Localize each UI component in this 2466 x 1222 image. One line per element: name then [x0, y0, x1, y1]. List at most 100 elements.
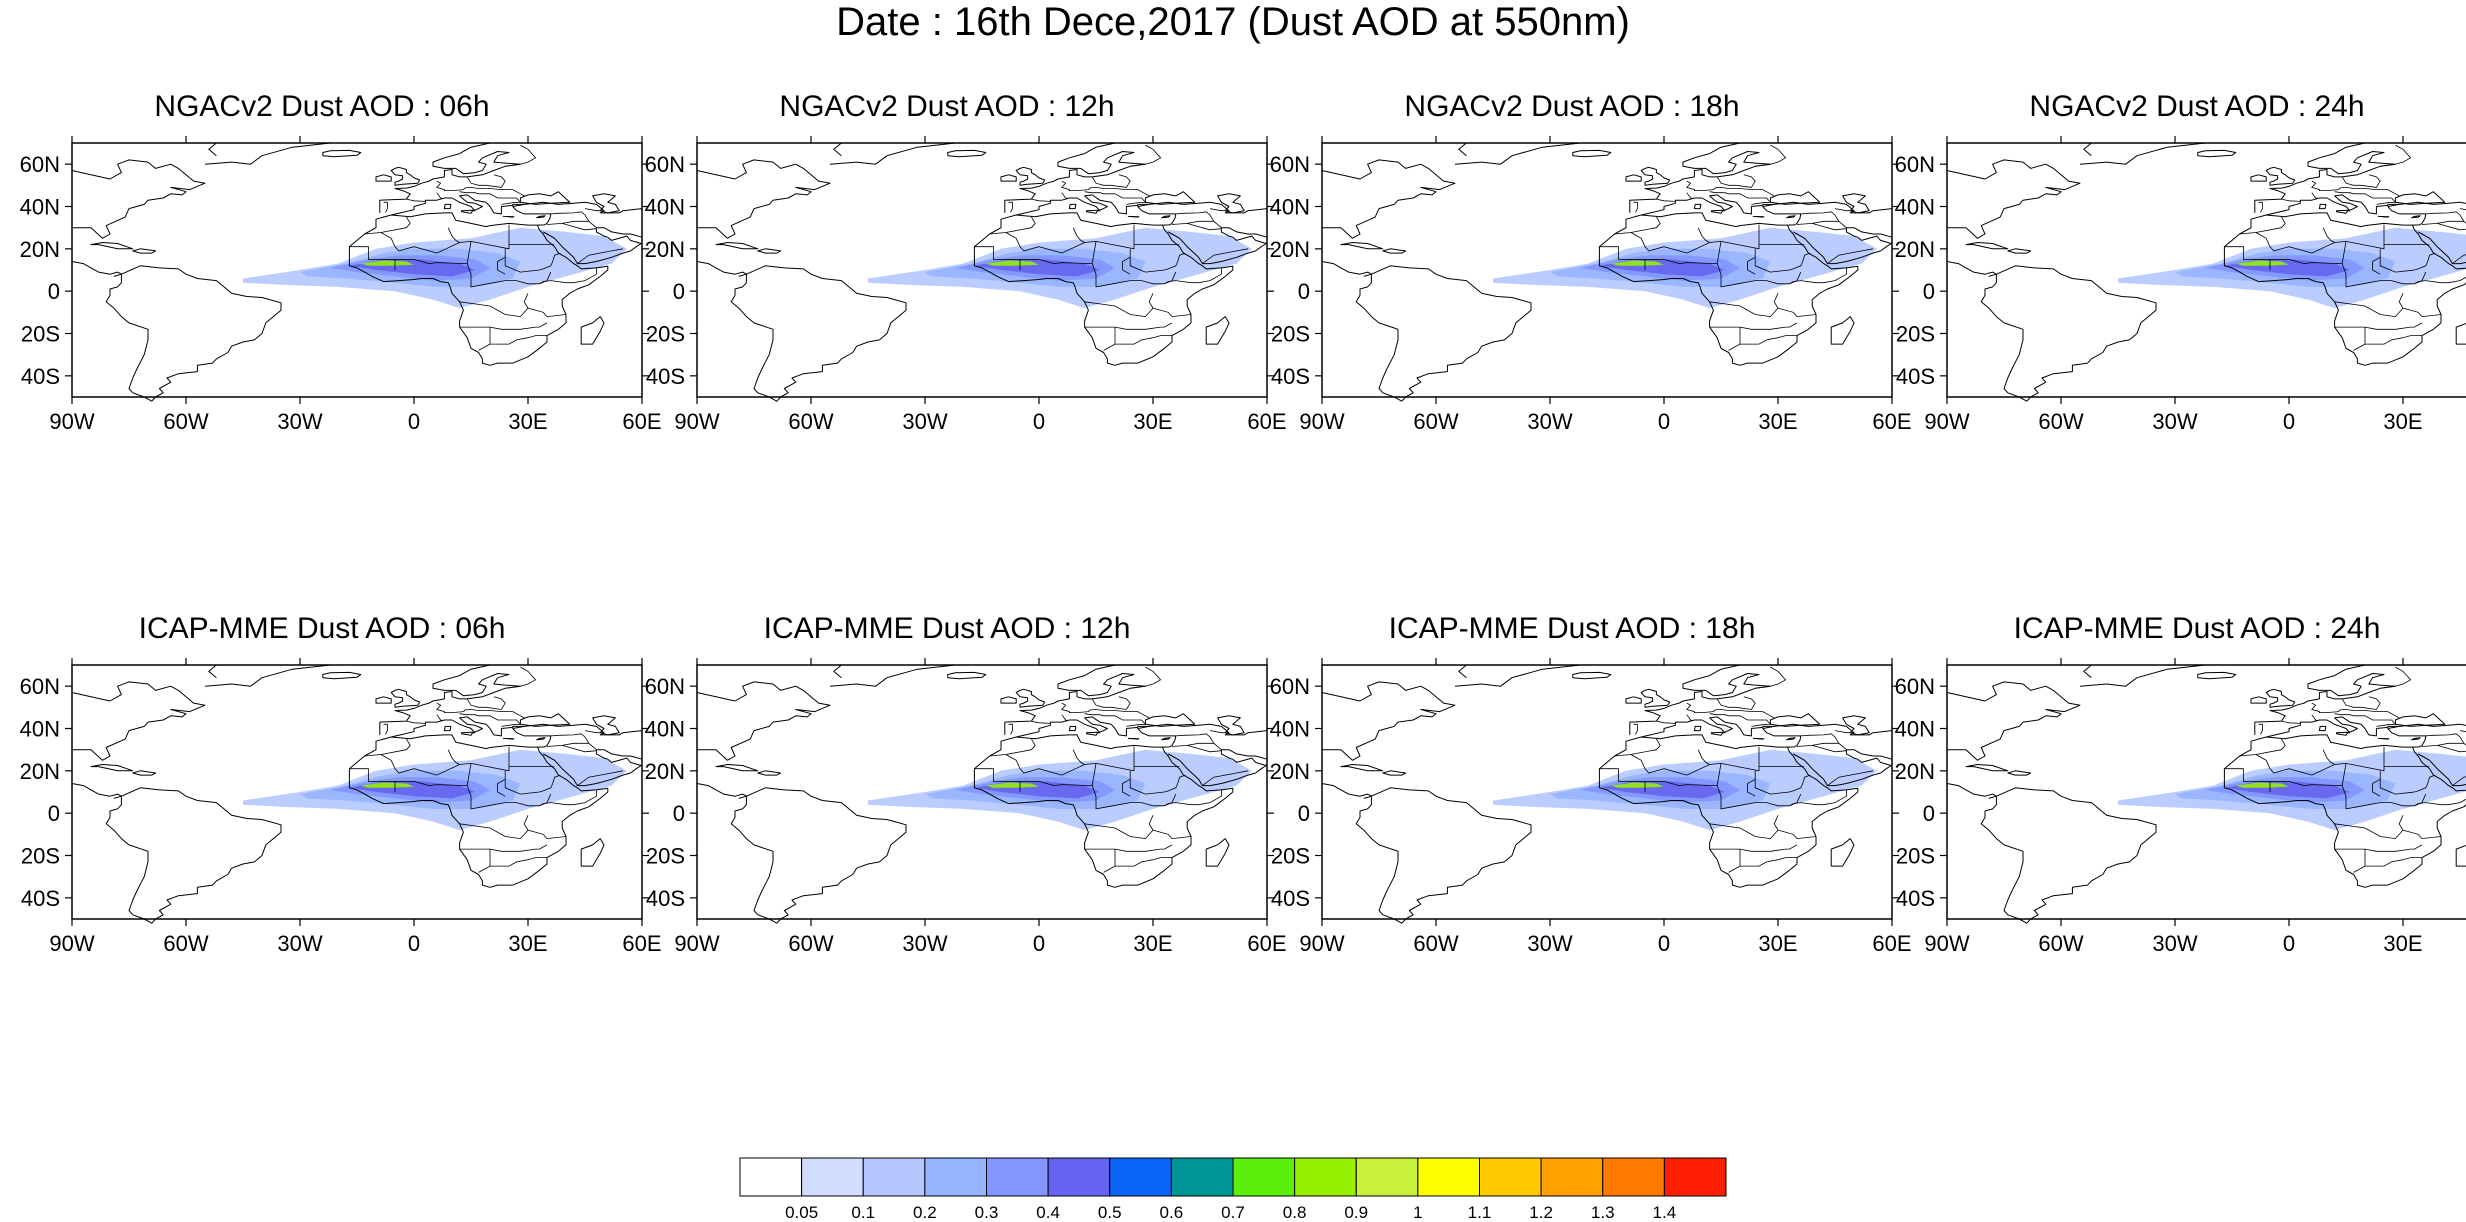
- lat-tick-label: 20N: [20, 237, 60, 262]
- country-border: [550, 733, 590, 744]
- coastline-hispaniola: [2007, 248, 2032, 254]
- coastline-cyprus: [2411, 737, 2421, 741]
- coastline-mediterraneanN: [2266, 716, 2400, 738]
- dust-plume-area: [985, 782, 1039, 788]
- country-border: [1709, 844, 1798, 852]
- country-border: [1202, 770, 1249, 786]
- coastline-centralAmerica: [71, 783, 122, 799]
- lon-tick-label: 90W: [1299, 409, 1344, 434]
- coastline-ireland: [2250, 174, 2267, 182]
- country-border: [2255, 224, 2385, 254]
- country-border: [490, 335, 547, 345]
- coastline-madagascar: [2455, 322, 2466, 345]
- lat-tick-label: 20S: [646, 844, 685, 869]
- lat-tick-label: 0: [48, 801, 60, 826]
- coastline-mediterraneanN: [1016, 716, 1150, 738]
- country-border: [2341, 174, 2381, 188]
- lon-tick-label: 30E: [2383, 931, 2422, 956]
- country-border: [383, 201, 388, 213]
- coastline-iceland: [1572, 671, 1612, 680]
- coastline-hispaniola: [132, 248, 157, 254]
- figure-title: Date : 16th Dece,2017 (Dust AOD at 550nm…: [836, 0, 1630, 44]
- coastline-madagascar: [2455, 844, 2466, 867]
- colorbar-label: 0.3: [975, 1203, 999, 1222]
- coastline-ireland: [1625, 696, 1642, 704]
- lat-tick-label: 60N: [645, 152, 685, 177]
- country-border: [505, 666, 537, 689]
- coastline-crete: [502, 737, 515, 740]
- coastline-arabiaSouth: [2417, 753, 2466, 787]
- lon-tick-label: 0: [408, 931, 420, 956]
- lon-tick-label: 90W: [674, 409, 719, 434]
- coastline-arabiaSouth: [1167, 227, 1268, 265]
- country-border: [2334, 301, 2404, 318]
- lon-tick-label: 60W: [788, 931, 833, 956]
- country-border: [1773, 293, 1817, 318]
- country-border: [584, 730, 604, 734]
- coastline-cyprus: [536, 737, 546, 741]
- coastline-iceland: [322, 671, 362, 680]
- coastline-arabia: [512, 201, 643, 226]
- country-border: [1697, 227, 1710, 243]
- country-border: [1129, 252, 1186, 273]
- lat-tick-label: 20S: [1896, 844, 1935, 869]
- coastline-arabiaSouth: [1792, 227, 1893, 265]
- country-border: [490, 857, 547, 867]
- country-border: [1834, 730, 1854, 734]
- country-border: [1633, 201, 1638, 213]
- country-border: [2255, 746, 2385, 776]
- coastline-centralAmerica: [696, 783, 747, 799]
- country-border: [1148, 293, 1192, 318]
- country-border: [2365, 857, 2422, 867]
- coastline-arabiaSouth: [2417, 231, 2466, 265]
- lon-tick-label: 30E: [2383, 409, 2422, 434]
- coastline-centralAmerica: [1946, 783, 1997, 799]
- country-border: [1091, 174, 1131, 188]
- country-border: [1115, 335, 1172, 345]
- lon-tick-label: 0: [1033, 931, 1045, 956]
- map-frame: [71, 142, 643, 398]
- country-border: [436, 714, 443, 721]
- country-border: [349, 768, 396, 792]
- colorbar-swatch: [1232, 1157, 1296, 1197]
- coastline-cyprus: [2411, 215, 2421, 219]
- lat-tick-label: 60N: [1270, 674, 1310, 699]
- country-border: [459, 823, 529, 840]
- coastline-cuba: [1340, 764, 1384, 772]
- country-border: [1716, 174, 1756, 188]
- coastline-southAmerica: [105, 265, 282, 402]
- coastline-crete: [1127, 737, 1140, 740]
- lon-tick-label: 60W: [788, 409, 833, 434]
- country-border: [2372, 248, 2381, 275]
- panel-title-ngac-18h: NGACv2 Dust AOD : 18h: [1404, 90, 1740, 123]
- coastline-hispaniola: [1382, 770, 1407, 776]
- country-border: [2452, 776, 2466, 786]
- country-border: [2334, 823, 2404, 840]
- colorbar-label: 0.7: [1221, 1203, 1245, 1222]
- country-border: [546, 220, 597, 229]
- lat-tick-label: 20N: [1895, 759, 1935, 784]
- country-border: [2334, 322, 2423, 330]
- country-border: [1812, 745, 1847, 753]
- coastline-arabia: [1137, 723, 1268, 748]
- lat-tick-label: 40S: [21, 886, 60, 911]
- lat-tick-label: 20N: [1270, 759, 1310, 784]
- country-border: [1686, 180, 1775, 197]
- lat-tick-label: 40S: [1896, 364, 1935, 389]
- country-border: [1834, 208, 1854, 212]
- coastline-iceland: [2197, 149, 2237, 158]
- country-border: [2365, 335, 2422, 345]
- coastline-britain: [390, 688, 421, 708]
- country-border: [1084, 191, 1147, 205]
- coastline-iceland: [2197, 671, 2237, 680]
- coastline-southAmerica: [105, 787, 282, 924]
- country-border: [1031, 720, 1051, 724]
- coastline-sardinia: [2318, 203, 2327, 210]
- country-border: [1175, 733, 1215, 744]
- coastline-cuba: [715, 764, 759, 772]
- country-border: [1005, 746, 1135, 776]
- lat-tick-label: 20N: [645, 237, 685, 262]
- coastline-africa: [348, 734, 609, 888]
- lon-tick-label: 60W: [2038, 931, 2083, 956]
